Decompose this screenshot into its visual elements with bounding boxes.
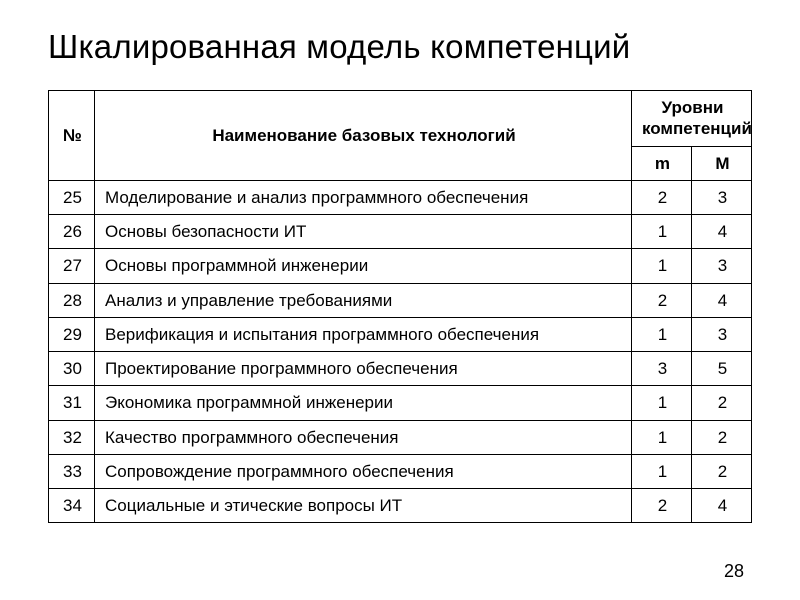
- table-row: 31 Экономика программной инженерии 1 2: [49, 386, 752, 420]
- table-row: 30 Проектирование программного обеспечен…: [49, 352, 752, 386]
- competency-table: № Наименование базовых технологий Уровни…: [48, 90, 752, 523]
- table-row: 32 Качество программного обеспечения 1 2: [49, 420, 752, 454]
- table-row: 34 Социальные и этические вопросы ИТ 2 4: [49, 489, 752, 523]
- cell-name: Верификация и испытания программного обе…: [95, 317, 632, 351]
- cell-m: 2: [631, 180, 691, 214]
- slide-title: Шкалированная модель компетенций: [48, 28, 752, 66]
- cell-number: 34: [49, 489, 95, 523]
- cell-m: 2: [631, 489, 691, 523]
- cell-m: 1: [631, 317, 691, 351]
- table-header: № Наименование базовых технологий Уровни…: [49, 91, 752, 181]
- page-number: 28: [724, 561, 744, 582]
- cell-mm: 5: [691, 352, 751, 386]
- table-row: 28 Анализ и управление требованиями 2 4: [49, 283, 752, 317]
- cell-number: 28: [49, 283, 95, 317]
- cell-name: Основы безопасности ИТ: [95, 215, 632, 249]
- cell-m: 3: [631, 352, 691, 386]
- cell-number: 25: [49, 180, 95, 214]
- cell-m: 1: [631, 420, 691, 454]
- table-row: 27 Основы программной инженерии 1 3: [49, 249, 752, 283]
- cell-m: 2: [631, 283, 691, 317]
- cell-name: Качество программного обеспечения: [95, 420, 632, 454]
- cell-mm: 2: [691, 386, 751, 420]
- cell-number: 27: [49, 249, 95, 283]
- cell-mm: 3: [691, 180, 751, 214]
- cell-mm: 2: [691, 454, 751, 488]
- cell-name: Сопровождение программного обеспечения: [95, 454, 632, 488]
- col-header-mm: М: [691, 146, 751, 180]
- table-body: 25 Моделирование и анализ программного о…: [49, 180, 752, 523]
- cell-mm: 4: [691, 215, 751, 249]
- cell-name: Экономика программной инженерии: [95, 386, 632, 420]
- cell-name: Проектирование программного обеспечения: [95, 352, 632, 386]
- cell-number: 31: [49, 386, 95, 420]
- cell-m: 1: [631, 386, 691, 420]
- cell-mm: 4: [691, 283, 751, 317]
- cell-number: 30: [49, 352, 95, 386]
- cell-number: 29: [49, 317, 95, 351]
- cell-name: Моделирование и анализ программного обес…: [95, 180, 632, 214]
- col-header-name: Наименование базовых технологий: [95, 91, 632, 181]
- cell-name: Основы программной инженерии: [95, 249, 632, 283]
- cell-number: 32: [49, 420, 95, 454]
- cell-name: Анализ и управление требованиями: [95, 283, 632, 317]
- cell-name: Социальные и этические вопросы ИТ: [95, 489, 632, 523]
- cell-m: 1: [631, 215, 691, 249]
- cell-m: 1: [631, 249, 691, 283]
- cell-mm: 3: [691, 249, 751, 283]
- table-row: 29 Верификация и испытания программного …: [49, 317, 752, 351]
- cell-mm: 2: [691, 420, 751, 454]
- table-row: 33 Сопровождение программного обеспечени…: [49, 454, 752, 488]
- slide: Шкалированная модель компетенций № Наиме…: [0, 0, 800, 600]
- table-row: 26 Основы безопасности ИТ 1 4: [49, 215, 752, 249]
- cell-m: 1: [631, 454, 691, 488]
- cell-number: 26: [49, 215, 95, 249]
- col-header-levels: Уровни компетенций: [631, 91, 751, 147]
- col-header-number: №: [49, 91, 95, 181]
- col-header-m: m: [631, 146, 691, 180]
- cell-mm: 3: [691, 317, 751, 351]
- cell-mm: 4: [691, 489, 751, 523]
- cell-number: 33: [49, 454, 95, 488]
- table-row: 25 Моделирование и анализ программного о…: [49, 180, 752, 214]
